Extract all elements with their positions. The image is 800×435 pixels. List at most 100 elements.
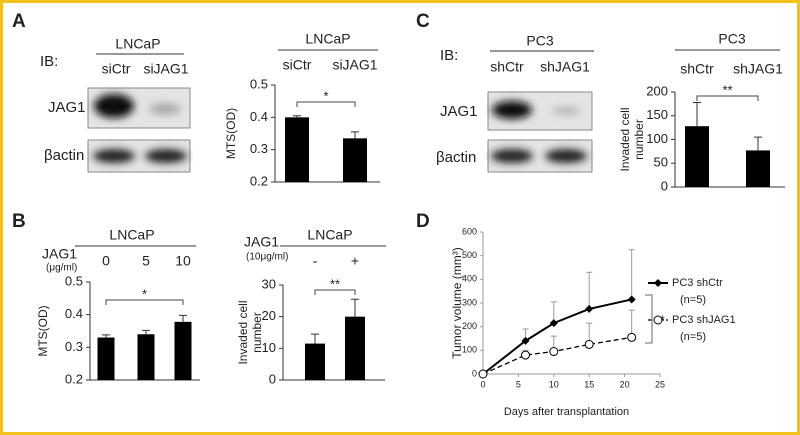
band xyxy=(491,149,533,163)
error-bar xyxy=(142,329,150,335)
panel-letter: D xyxy=(416,211,430,232)
error-bar xyxy=(351,298,359,317)
y-label: MTS(OD) xyxy=(36,305,50,356)
x-tick-label: 5 xyxy=(516,379,521,389)
significance-bracket xyxy=(696,95,759,101)
x-tick-label: + xyxy=(351,253,359,269)
lane-label: shCtr xyxy=(490,59,524,75)
bar xyxy=(746,150,770,187)
y-tick-label: 20 xyxy=(262,308,276,323)
significance: * xyxy=(660,313,665,327)
y-tick-label: 0.4 xyxy=(65,306,83,321)
y-tick-label: 0.3 xyxy=(250,141,268,156)
ib-label: IB: xyxy=(40,53,58,70)
error-bar xyxy=(693,101,701,127)
error-bar xyxy=(351,131,359,139)
row-label: βactin xyxy=(44,147,84,164)
y-label: Invaded cell xyxy=(236,300,250,364)
ib-label: IB: xyxy=(440,47,458,64)
y-label: number xyxy=(250,312,264,353)
y-tick-label: 0 xyxy=(661,178,668,193)
x-tick-label: siCtr xyxy=(283,57,312,73)
lane-label: shJAG1 xyxy=(540,59,590,75)
y-tick-label: 200 xyxy=(646,83,668,98)
panel-letter: A xyxy=(12,11,26,32)
y-tick-label: 300 xyxy=(462,297,477,307)
x-tick-label: shJAG1 xyxy=(733,61,783,77)
marker xyxy=(478,369,488,379)
row-label: βactin xyxy=(436,149,476,166)
legend-marker xyxy=(653,315,663,325)
bar xyxy=(305,343,325,380)
error-bar xyxy=(179,314,187,322)
error-bar xyxy=(293,115,301,118)
significance: * xyxy=(323,88,328,103)
bar xyxy=(685,126,709,187)
band xyxy=(149,103,181,115)
band xyxy=(145,149,187,163)
marker xyxy=(627,332,637,342)
y-tick-label: 0.4 xyxy=(250,109,268,124)
x-unit: (μg/ml) xyxy=(46,263,77,274)
blot-c: IB: PC3 shCtr shJAG1 JAG1 βactin xyxy=(436,33,594,173)
significance-bracket xyxy=(105,299,184,305)
bar xyxy=(285,117,309,182)
y-tick-label: 0.2 xyxy=(65,371,83,386)
y-tick-label: 600 xyxy=(462,226,477,236)
y-tick-label: 200 xyxy=(462,321,477,331)
legend-label: PC3 shCtr xyxy=(672,277,723,289)
y-tick-label: 0.5 xyxy=(250,76,268,91)
y-tick-label: 0 xyxy=(472,368,477,378)
legend-marker xyxy=(654,279,662,287)
error-bar xyxy=(586,271,593,309)
y-tick-label: 10 xyxy=(262,340,276,355)
x-unit: (10μg/ml) xyxy=(246,252,288,263)
error-bar xyxy=(311,333,319,344)
band xyxy=(545,149,587,163)
error-bar xyxy=(102,334,110,338)
y-tick-label: 100 xyxy=(646,131,668,146)
marker xyxy=(520,350,530,360)
significance-bracket xyxy=(645,294,653,344)
x-tick-label: 0 xyxy=(480,379,485,389)
x-label: JAG1 xyxy=(244,234,279,250)
y-tick-label: 0.2 xyxy=(250,173,268,188)
y-tick-label: 0 xyxy=(269,371,276,386)
y-tick-label: 500 xyxy=(462,250,477,260)
error-bar xyxy=(628,309,635,338)
x-label: Days after transplantation xyxy=(504,406,629,418)
x-tick-label: siJAG1 xyxy=(332,57,377,73)
legend-label: PC3 shJAG1 xyxy=(672,314,736,326)
y-label: Tumor volume (mm³) xyxy=(450,247,464,359)
band xyxy=(94,94,134,118)
y-tick-label: 0.3 xyxy=(65,339,83,354)
significance: * xyxy=(142,286,147,301)
y-tick-label: 100 xyxy=(462,345,477,355)
x-label: JAG1 xyxy=(42,246,77,262)
x-tick-label: 0 xyxy=(102,253,110,269)
significance: ** xyxy=(722,82,732,97)
marker xyxy=(627,295,636,304)
y-tick-label: 30 xyxy=(262,276,276,291)
lane-label: siCtr xyxy=(102,61,131,77)
x-tick-label: 5 xyxy=(142,253,150,269)
blot-a: IB: LNCaP siCtr siJAG1 JAG1 βactin xyxy=(40,36,191,173)
x-tick-label: 25 xyxy=(655,379,665,389)
marker xyxy=(549,319,558,328)
legend-note: (n=5) xyxy=(680,331,706,343)
lane-label: siJAG1 xyxy=(143,61,188,77)
marker xyxy=(584,339,594,349)
chart-title: LNCaP xyxy=(307,227,352,243)
band xyxy=(552,107,580,115)
y-tick-label: 0.5 xyxy=(65,273,83,288)
bar xyxy=(97,337,115,380)
y-tick-label: 400 xyxy=(462,274,477,284)
marker xyxy=(521,336,530,345)
marker xyxy=(585,304,594,313)
x-tick-label: 20 xyxy=(620,379,630,389)
panel-letter: C xyxy=(416,11,430,32)
y-tick-label: 50 xyxy=(654,155,668,170)
bar xyxy=(345,316,365,380)
x-tick-label: shCtr xyxy=(680,61,714,77)
